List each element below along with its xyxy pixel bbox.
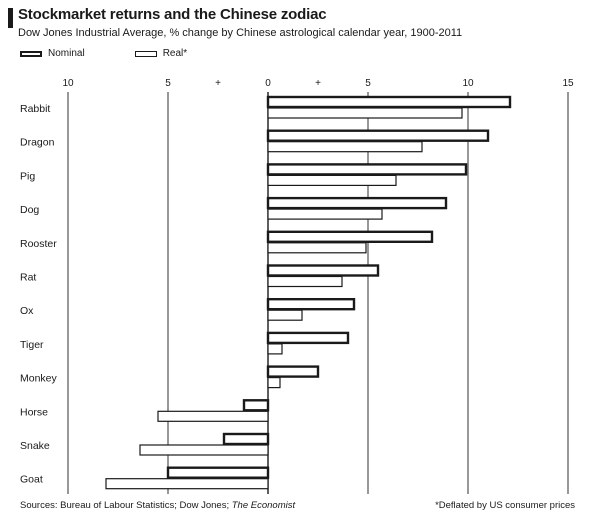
x-tick-label: 0 <box>265 78 271 89</box>
bar-nominal <box>268 97 510 107</box>
category-label: Rabbit <box>20 103 50 115</box>
bar-real <box>106 479 268 489</box>
bar-nominal <box>268 266 378 276</box>
bar-real <box>268 175 396 185</box>
source-prefix: Sources: Bureau of Labour Statistics; Do… <box>20 500 232 511</box>
category-label: Dog <box>20 204 39 216</box>
category-label: Horse <box>20 406 48 418</box>
bar-nominal <box>168 468 268 478</box>
category-label: Rooster <box>20 238 57 250</box>
bar-nominal <box>244 400 268 410</box>
bar-nominal <box>268 333 348 343</box>
bar-real <box>140 445 268 455</box>
bar-real <box>268 378 280 388</box>
bar-nominal <box>268 198 446 208</box>
x-tick-label: + <box>215 78 221 89</box>
x-tick-label: 15 <box>562 78 574 89</box>
bar-real <box>268 209 382 219</box>
bar-real <box>268 344 282 354</box>
x-tick-label: 5 <box>365 78 371 89</box>
x-tick-label: 10 <box>462 78 474 89</box>
x-tick-label: 5 <box>165 78 171 89</box>
category-label: Goat <box>20 474 43 486</box>
bar-nominal <box>268 299 354 309</box>
bar-nominal <box>268 164 466 174</box>
footnote: *Deflated by US consumer prices <box>435 500 575 511</box>
bar-nominal <box>224 434 268 444</box>
category-label: Dragon <box>20 137 55 149</box>
bar-nominal <box>268 232 432 242</box>
bar-real <box>268 243 366 253</box>
category-label: Ox <box>20 305 34 317</box>
source-publication: The Economist <box>232 500 295 511</box>
bar-real <box>268 277 342 287</box>
category-label: Pig <box>20 170 35 182</box>
bar-real <box>158 411 268 421</box>
bar-real <box>268 310 302 320</box>
x-tick-label: + <box>315 78 321 89</box>
source-note: Sources: Bureau of Labour Statistics; Do… <box>20 500 295 511</box>
bar-nominal <box>268 131 488 141</box>
bar-real <box>268 108 462 118</box>
category-label: Snake <box>20 440 50 452</box>
bar-real <box>268 142 422 152</box>
category-label: Monkey <box>20 373 58 385</box>
x-tick-label: 10 <box>62 78 74 89</box>
category-label: Rat <box>20 272 36 284</box>
category-label: Tiger <box>20 339 44 351</box>
bar-nominal <box>268 367 318 377</box>
